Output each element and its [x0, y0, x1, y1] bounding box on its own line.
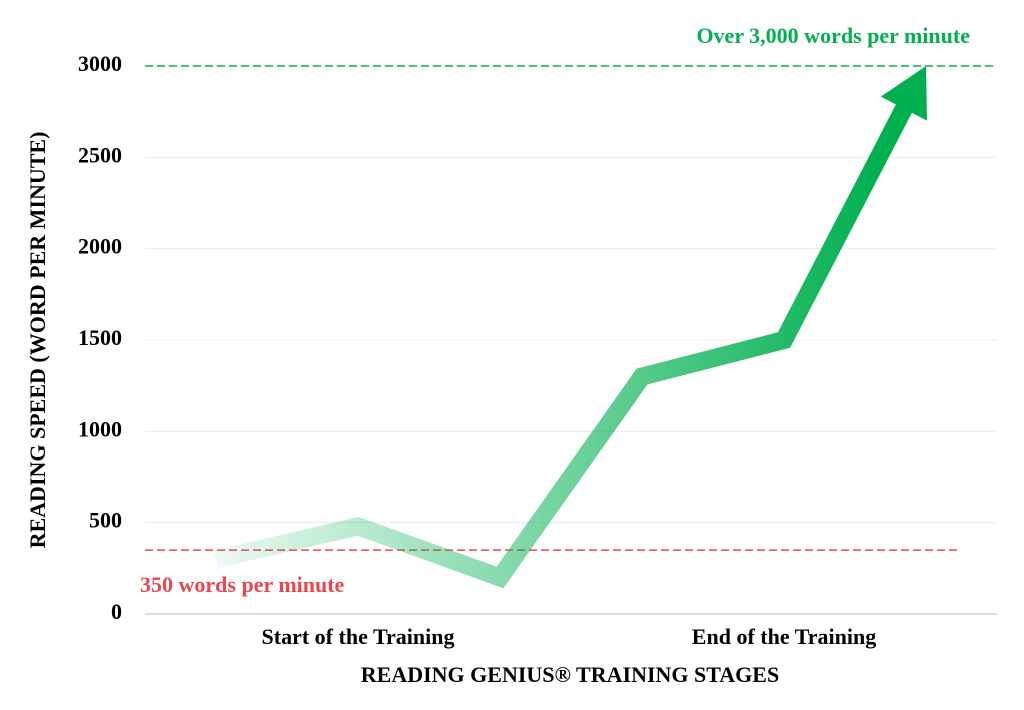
x-tick-label: End of the Training [692, 624, 876, 649]
y-tick-label: 500 [89, 508, 122, 533]
y-tick-label: 3000 [78, 51, 122, 76]
y-tick-label: 2000 [78, 234, 122, 259]
x-axis-title: READING GENIUS® TRAINING STAGES [361, 662, 779, 687]
reference-label: Over 3,000 words per minute [696, 23, 970, 48]
reference-label: 350 words per minute [140, 572, 345, 597]
y-tick-label: 1000 [78, 416, 122, 441]
y-tick-label: 1500 [78, 325, 122, 350]
y-tick-label: 0 [111, 599, 122, 624]
arrow-head [880, 66, 927, 121]
speed-line [213, 100, 914, 589]
y-axis-title: READING SPEED (WORD PER MINUTE) [25, 132, 50, 549]
y-tick-label: 2500 [78, 142, 122, 167]
x-tick-label: Start of the Training [262, 624, 455, 649]
